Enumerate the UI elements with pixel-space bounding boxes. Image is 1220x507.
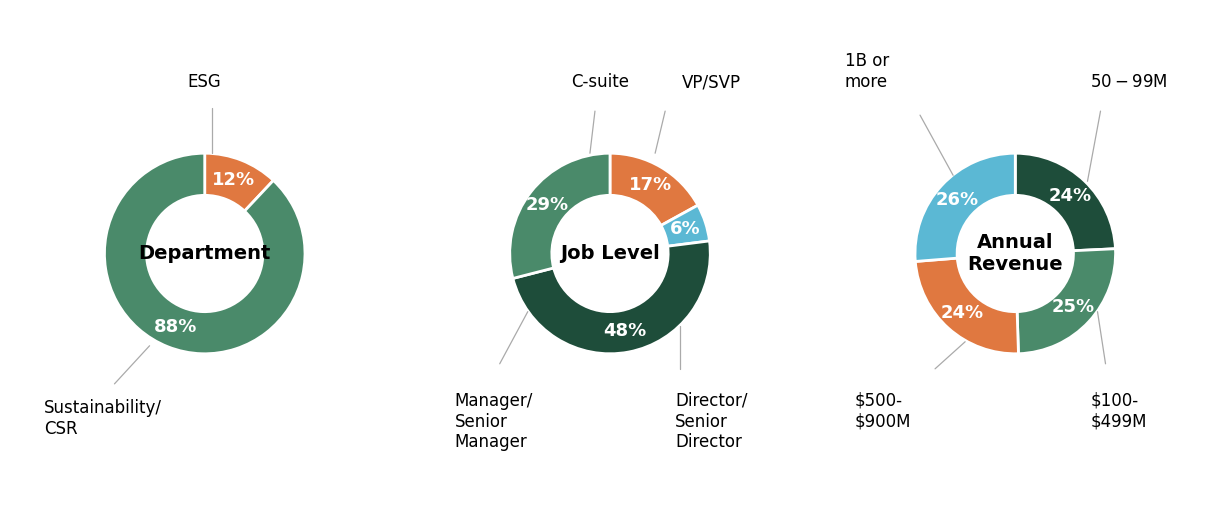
Text: 12%: 12%: [212, 171, 255, 189]
Text: 26%: 26%: [936, 191, 978, 209]
Text: $100-
$499M: $100- $499M: [1091, 392, 1147, 430]
Wedge shape: [915, 258, 1019, 354]
Wedge shape: [512, 241, 710, 354]
Text: 88%: 88%: [154, 318, 198, 336]
Text: Annual
Revenue: Annual Revenue: [967, 233, 1063, 274]
Wedge shape: [205, 153, 273, 211]
Text: C-suite: C-suite: [571, 73, 630, 91]
Text: VP/SVP: VP/SVP: [682, 73, 742, 91]
Text: 24%: 24%: [941, 304, 985, 321]
Text: ESG: ESG: [188, 73, 222, 91]
Wedge shape: [610, 153, 698, 226]
Wedge shape: [1017, 249, 1115, 354]
Text: 6%: 6%: [670, 220, 700, 238]
Text: Job Level: Job Level: [560, 244, 660, 263]
Text: Director/
Senior
Director: Director/ Senior Director: [675, 392, 748, 451]
Text: 24%: 24%: [1048, 187, 1092, 205]
Text: $500-
$900M: $500- $900M: [855, 392, 911, 430]
Text: Manager/
Senior
Manager: Manager/ Senior Manager: [455, 392, 533, 451]
Text: 17%: 17%: [628, 176, 672, 194]
Text: 25%: 25%: [1052, 298, 1096, 316]
Wedge shape: [105, 153, 305, 354]
Wedge shape: [915, 153, 1015, 262]
Text: Department: Department: [139, 244, 271, 263]
Text: 48%: 48%: [603, 322, 647, 340]
Wedge shape: [661, 205, 710, 246]
Text: Sustainability/
CSR: Sustainability/ CSR: [44, 399, 162, 438]
Text: $50-$99M: $50-$99M: [1091, 73, 1168, 91]
Text: 1B or
more: 1B or more: [844, 52, 889, 91]
Wedge shape: [1015, 153, 1115, 251]
Wedge shape: [510, 153, 610, 278]
Text: 29%: 29%: [526, 196, 569, 214]
